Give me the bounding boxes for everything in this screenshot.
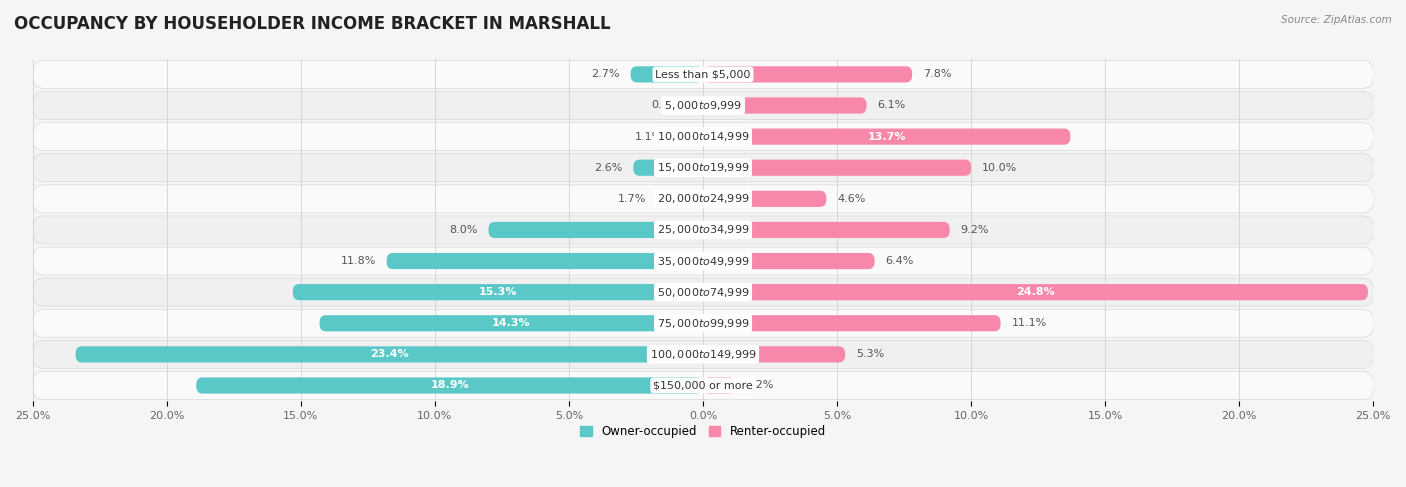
Text: $10,000 to $14,999: $10,000 to $14,999 <box>657 130 749 143</box>
Text: $75,000 to $99,999: $75,000 to $99,999 <box>657 317 749 330</box>
FancyBboxPatch shape <box>703 222 949 238</box>
FancyBboxPatch shape <box>697 97 703 113</box>
FancyBboxPatch shape <box>32 340 1374 368</box>
Text: $20,000 to $24,999: $20,000 to $24,999 <box>657 192 749 206</box>
Legend: Owner-occupied, Renter-occupied: Owner-occupied, Renter-occupied <box>575 421 831 443</box>
Text: 18.9%: 18.9% <box>430 380 470 391</box>
Text: 7.8%: 7.8% <box>922 69 952 79</box>
Text: 23.4%: 23.4% <box>370 349 409 359</box>
Text: $50,000 to $74,999: $50,000 to $74,999 <box>657 286 749 299</box>
Text: 2.6%: 2.6% <box>595 163 623 173</box>
FancyBboxPatch shape <box>32 154 1374 182</box>
FancyBboxPatch shape <box>32 92 1374 119</box>
FancyBboxPatch shape <box>703 129 1070 145</box>
Text: 4.6%: 4.6% <box>837 194 866 204</box>
FancyBboxPatch shape <box>319 315 703 331</box>
Text: 10.0%: 10.0% <box>981 163 1017 173</box>
Text: 0.22%: 0.22% <box>651 100 686 111</box>
FancyBboxPatch shape <box>32 60 1374 88</box>
FancyBboxPatch shape <box>703 66 912 82</box>
Text: 1.2%: 1.2% <box>747 380 775 391</box>
FancyBboxPatch shape <box>703 346 845 362</box>
FancyBboxPatch shape <box>488 222 703 238</box>
FancyBboxPatch shape <box>32 185 1374 213</box>
Text: $5,000 to $9,999: $5,000 to $9,999 <box>664 99 742 112</box>
FancyBboxPatch shape <box>32 372 1374 399</box>
FancyBboxPatch shape <box>703 191 827 207</box>
Text: 14.3%: 14.3% <box>492 318 530 328</box>
Text: 6.1%: 6.1% <box>877 100 905 111</box>
FancyBboxPatch shape <box>658 191 703 207</box>
Text: $150,000 or more: $150,000 or more <box>654 380 752 391</box>
Text: Source: ZipAtlas.com: Source: ZipAtlas.com <box>1281 15 1392 25</box>
FancyBboxPatch shape <box>703 160 972 176</box>
Text: 1.7%: 1.7% <box>619 194 647 204</box>
FancyBboxPatch shape <box>197 377 703 393</box>
Text: 2.7%: 2.7% <box>592 69 620 79</box>
Text: 13.7%: 13.7% <box>868 131 905 142</box>
Text: 11.8%: 11.8% <box>340 256 375 266</box>
FancyBboxPatch shape <box>32 216 1374 244</box>
Text: 11.1%: 11.1% <box>1011 318 1046 328</box>
Text: 6.4%: 6.4% <box>886 256 914 266</box>
Text: 24.8%: 24.8% <box>1017 287 1054 297</box>
Text: $25,000 to $34,999: $25,000 to $34,999 <box>657 224 749 237</box>
FancyBboxPatch shape <box>32 123 1374 150</box>
Text: $35,000 to $49,999: $35,000 to $49,999 <box>657 255 749 267</box>
FancyBboxPatch shape <box>703 253 875 269</box>
FancyBboxPatch shape <box>32 278 1374 306</box>
FancyBboxPatch shape <box>703 97 866 113</box>
Text: $15,000 to $19,999: $15,000 to $19,999 <box>657 161 749 174</box>
Text: 8.0%: 8.0% <box>450 225 478 235</box>
FancyBboxPatch shape <box>76 346 703 362</box>
Text: 1.1%: 1.1% <box>634 131 662 142</box>
Text: 5.3%: 5.3% <box>856 349 884 359</box>
Text: 15.3%: 15.3% <box>478 287 517 297</box>
FancyBboxPatch shape <box>703 377 735 393</box>
FancyBboxPatch shape <box>703 284 1368 300</box>
FancyBboxPatch shape <box>703 315 1001 331</box>
FancyBboxPatch shape <box>673 129 703 145</box>
FancyBboxPatch shape <box>32 247 1374 275</box>
FancyBboxPatch shape <box>387 253 703 269</box>
FancyBboxPatch shape <box>633 160 703 176</box>
FancyBboxPatch shape <box>32 309 1374 337</box>
Text: 9.2%: 9.2% <box>960 225 988 235</box>
Text: $100,000 to $149,999: $100,000 to $149,999 <box>650 348 756 361</box>
Text: OCCUPANCY BY HOUSEHOLDER INCOME BRACKET IN MARSHALL: OCCUPANCY BY HOUSEHOLDER INCOME BRACKET … <box>14 15 610 33</box>
Text: Less than $5,000: Less than $5,000 <box>655 69 751 79</box>
FancyBboxPatch shape <box>631 66 703 82</box>
FancyBboxPatch shape <box>292 284 703 300</box>
